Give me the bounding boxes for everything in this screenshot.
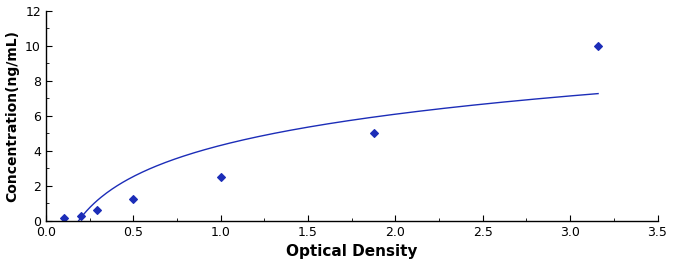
X-axis label: Optical Density: Optical Density: [286, 244, 417, 259]
Y-axis label: Concentration(ng/mL): Concentration(ng/mL): [5, 30, 20, 202]
